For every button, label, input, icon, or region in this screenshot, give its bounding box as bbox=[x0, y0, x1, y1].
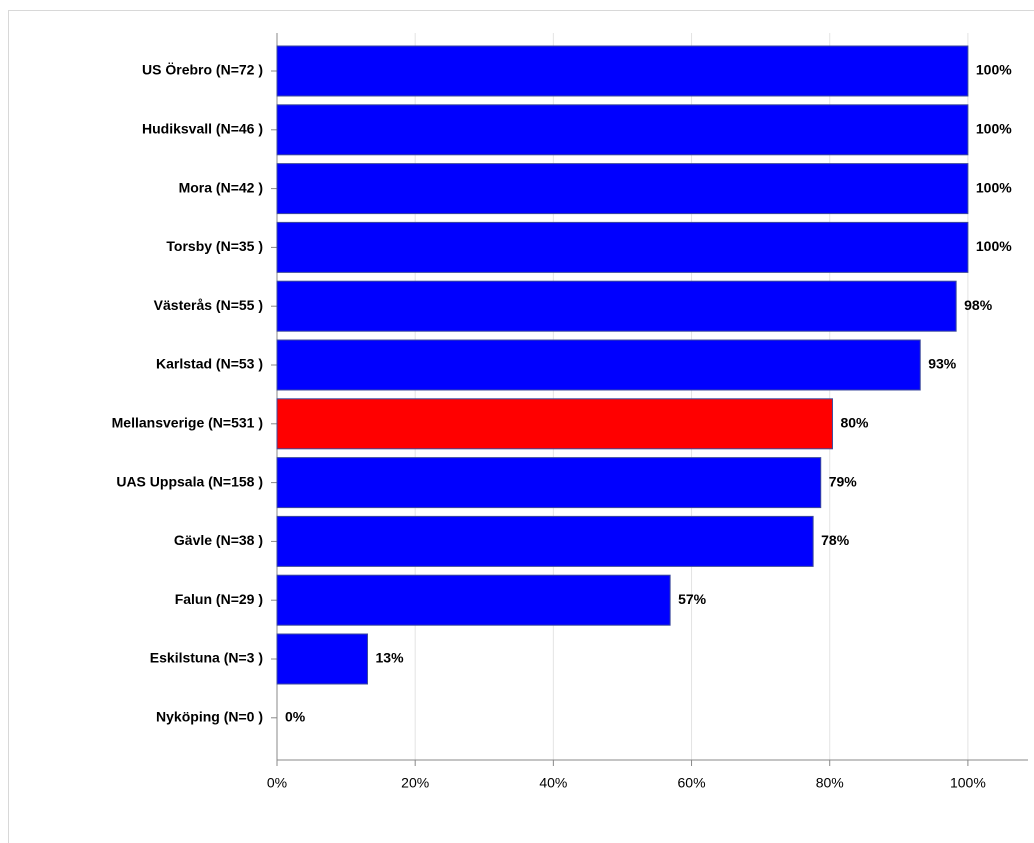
y-tick-label: US Örebro (N=72 ) bbox=[142, 62, 263, 78]
bar bbox=[276, 221, 969, 273]
frame bbox=[8, 10, 1034, 843]
x-tick-label: 60% bbox=[678, 775, 706, 791]
bar bbox=[276, 515, 814, 567]
y-tick-label: Mellansverige (N=531 ) bbox=[112, 415, 263, 431]
bar bbox=[276, 457, 822, 509]
y-tick-label: Gävle (N=38 ) bbox=[174, 532, 263, 548]
value-label: 100% bbox=[976, 179, 1012, 195]
x-tick-label: 100% bbox=[950, 775, 986, 791]
bar bbox=[276, 104, 969, 156]
bar bbox=[276, 45, 969, 97]
y-tick-label: Hudiksvall (N=46 ) bbox=[142, 121, 263, 137]
value-label: 79% bbox=[829, 473, 858, 489]
y-tick-label: Västerås (N=55 ) bbox=[154, 297, 263, 313]
x-tick-label: 20% bbox=[401, 775, 429, 791]
y-tick-label: Mora (N=42 ) bbox=[179, 179, 263, 195]
value-label: 98% bbox=[964, 297, 993, 313]
bar bbox=[276, 339, 921, 391]
y-tick-label: Nyköping (N=0 ) bbox=[156, 709, 263, 725]
value-label: 100% bbox=[976, 238, 1012, 254]
x-tick-label: 80% bbox=[816, 775, 844, 791]
bar bbox=[276, 398, 833, 450]
y-tick-label: Karlstad (N=53 ) bbox=[156, 356, 263, 372]
bar bbox=[276, 280, 957, 332]
y-tick-label: Torsby (N=35 ) bbox=[166, 238, 263, 254]
bar bbox=[276, 574, 671, 626]
bar bbox=[276, 633, 369, 685]
value-label: 78% bbox=[821, 532, 850, 548]
value-label: 80% bbox=[840, 415, 869, 431]
y-tick-label: UAS Uppsala (N=158 ) bbox=[116, 473, 263, 489]
value-label: 100% bbox=[976, 62, 1012, 78]
value-label: 13% bbox=[376, 650, 405, 666]
y-tick-label: Falun (N=29 ) bbox=[175, 591, 263, 607]
bar bbox=[276, 163, 969, 215]
y-tick-label: Eskilstuna (N=3 ) bbox=[150, 650, 263, 666]
x-tick-label: 0% bbox=[267, 775, 287, 791]
value-label: 0% bbox=[285, 709, 306, 725]
value-label: 57% bbox=[678, 591, 707, 607]
value-label: 100% bbox=[976, 121, 1012, 137]
value-label: 93% bbox=[928, 356, 957, 372]
x-tick-label: 40% bbox=[539, 775, 567, 791]
